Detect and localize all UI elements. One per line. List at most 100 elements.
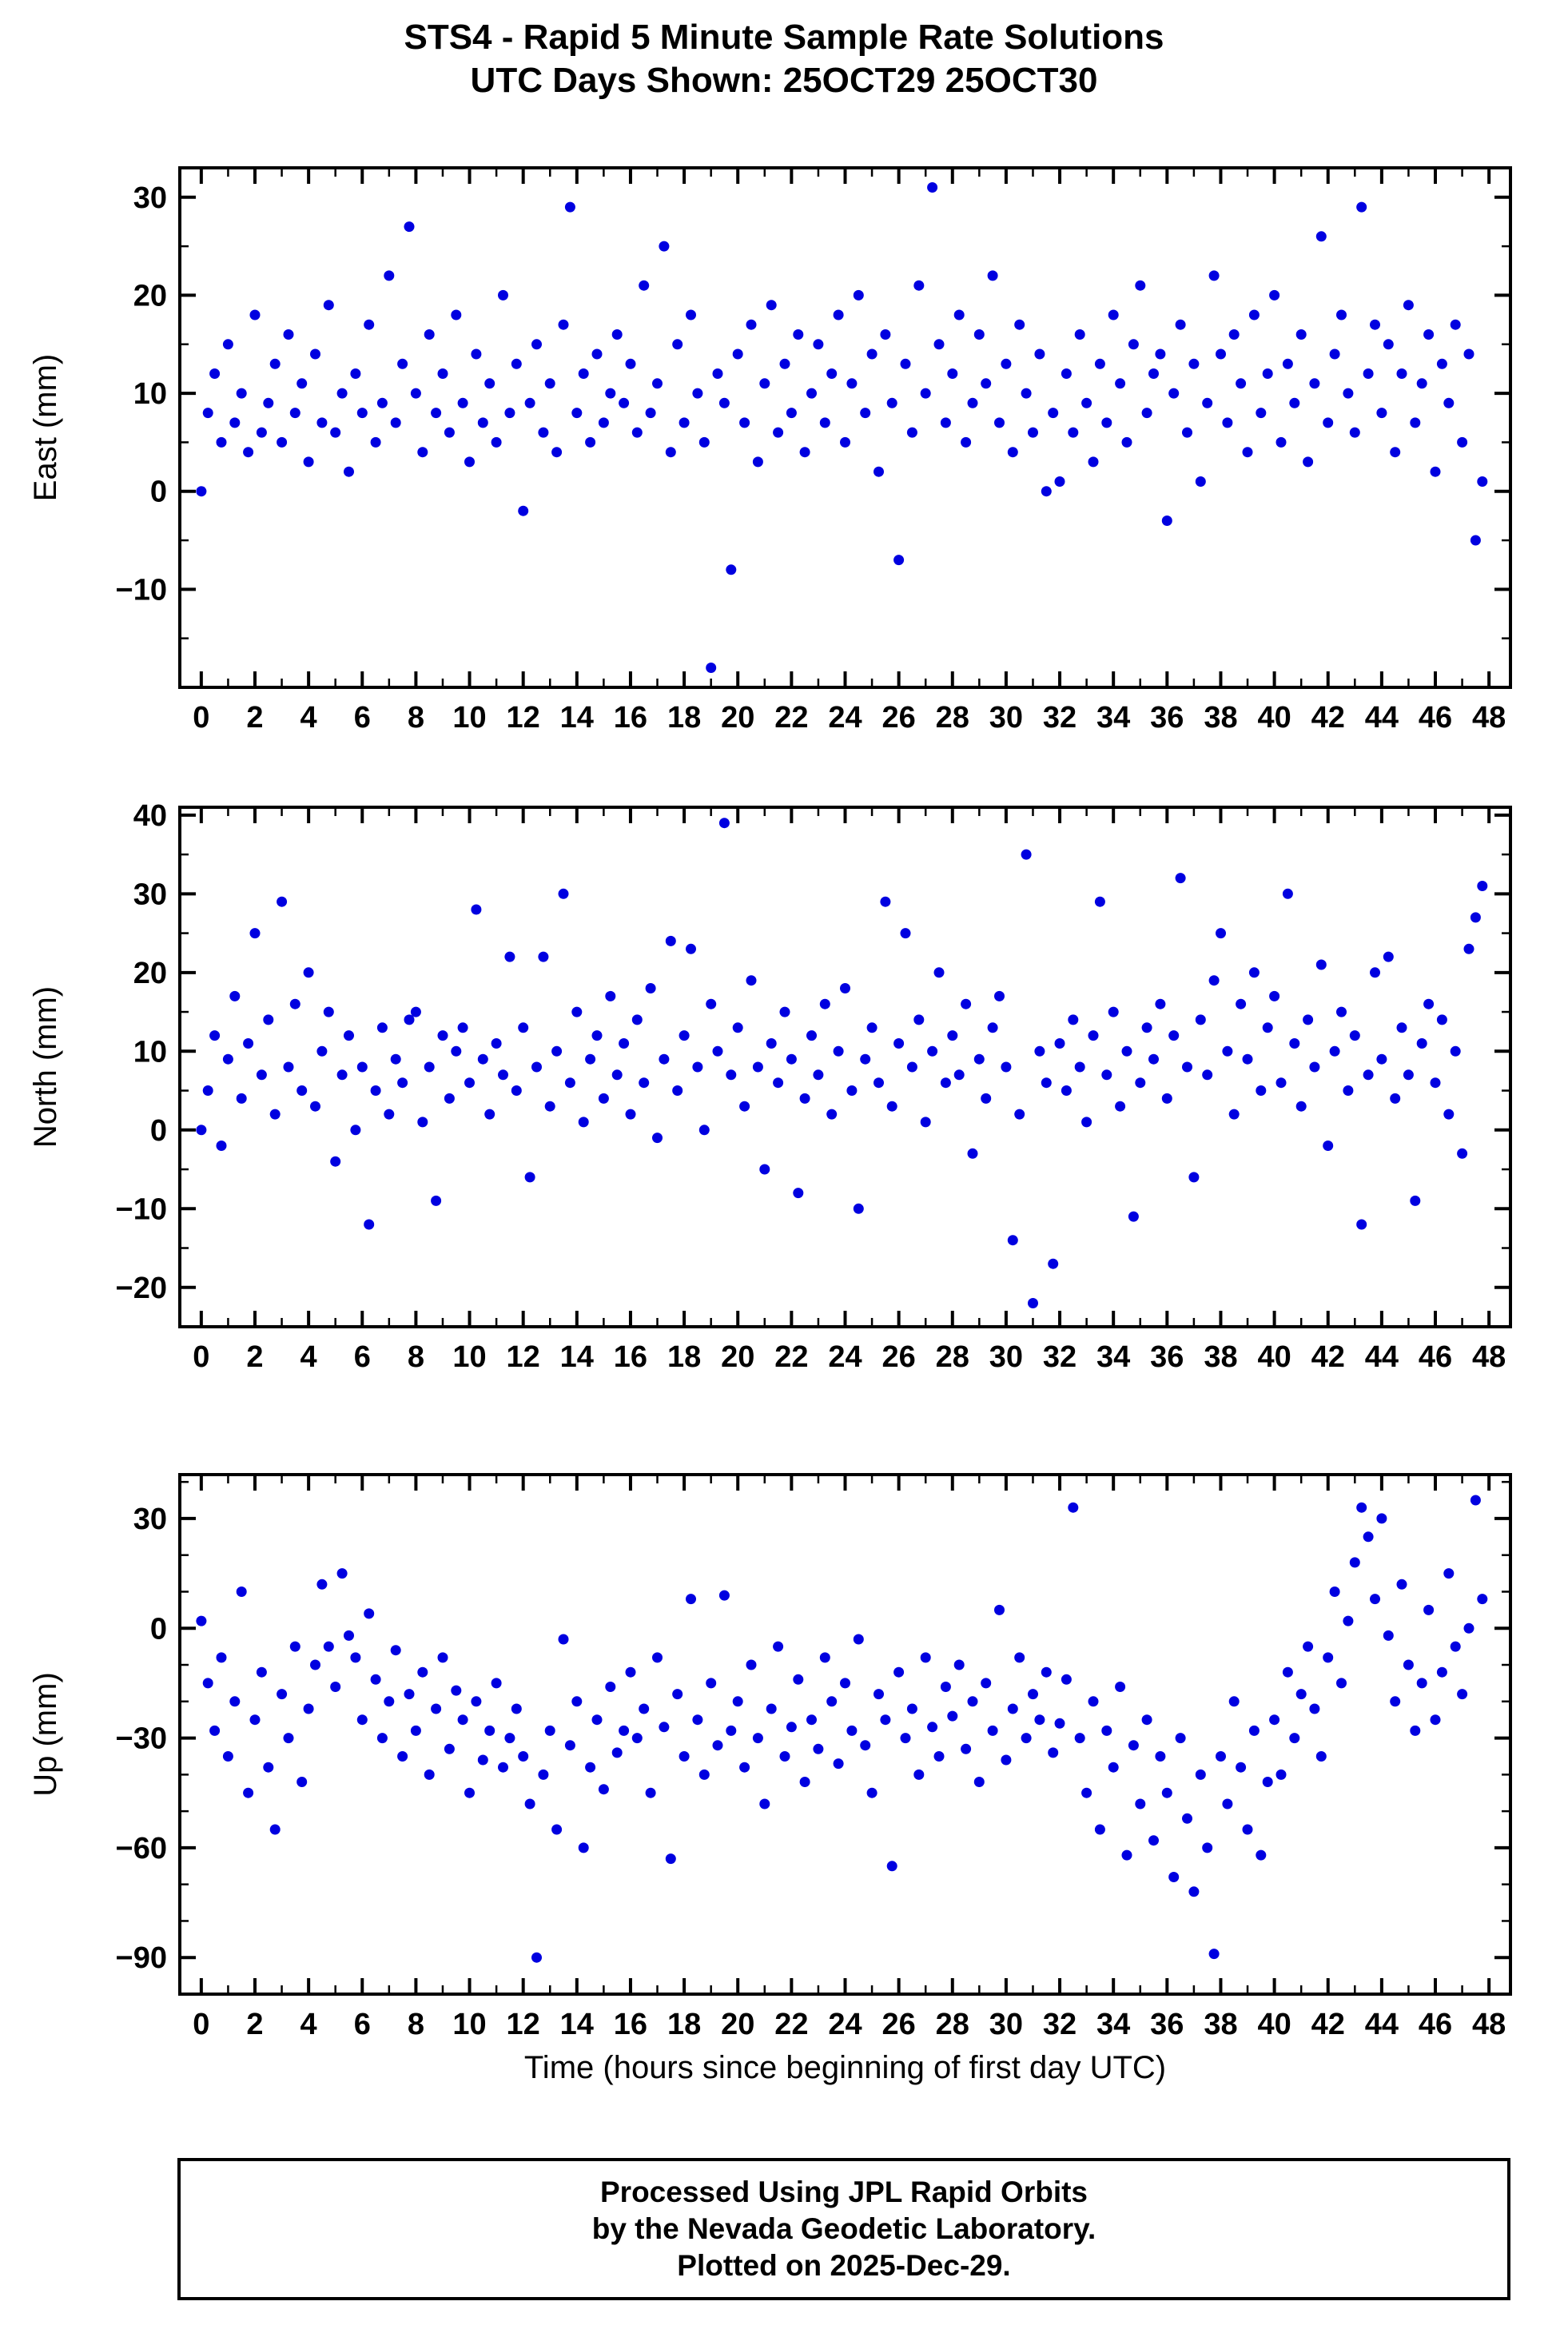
data-point <box>692 1714 703 1726</box>
data-point <box>913 1014 925 1025</box>
scatter-points <box>196 1495 1488 1963</box>
data-point <box>799 1093 810 1104</box>
data-point <box>967 397 978 408</box>
data-point <box>551 1045 563 1057</box>
data-point <box>336 1069 348 1081</box>
data-point <box>906 1703 917 1714</box>
data-point <box>880 329 891 340</box>
data-point <box>491 436 502 448</box>
y-tick-label: 0 <box>150 1612 167 1646</box>
data-point <box>1303 456 1314 468</box>
data-point <box>404 1014 415 1025</box>
data-point <box>350 368 361 379</box>
data-point <box>786 1722 797 1733</box>
data-point <box>1256 1849 1267 1861</box>
data-point <box>712 1045 723 1057</box>
data-point <box>1477 476 1488 487</box>
data-point <box>1463 348 1474 360</box>
x-tick-label: 30 <box>989 1340 1023 1374</box>
data-point <box>417 1666 428 1678</box>
data-point <box>1081 1787 1092 1798</box>
data-point <box>679 417 690 428</box>
data-point <box>444 1093 455 1104</box>
data-point <box>619 1038 630 1049</box>
y-tick-label: 30 <box>133 878 167 911</box>
data-point <box>853 1634 864 1645</box>
data-point <box>1370 1594 1380 1605</box>
data-point <box>1423 329 1435 340</box>
data-point <box>1457 1148 1468 1159</box>
data-point <box>390 417 401 428</box>
data-point <box>1135 280 1146 291</box>
data-point <box>202 408 213 419</box>
data-point <box>1336 1006 1347 1017</box>
data-point <box>953 309 965 320</box>
x-tick-label: 24 <box>828 2008 862 2041</box>
data-point <box>611 329 623 340</box>
x-tick-label: 20 <box>721 2008 754 2041</box>
x-tick-label: 22 <box>774 701 808 735</box>
data-point <box>256 427 267 438</box>
scatter-points <box>196 182 1488 673</box>
x-tick-label: 22 <box>774 1340 808 1374</box>
data-point <box>524 1798 535 1809</box>
data-point <box>1390 447 1401 458</box>
data-point <box>786 408 797 419</box>
y-tick-label: 30 <box>133 181 167 215</box>
data-point <box>920 1652 931 1663</box>
data-point <box>886 1101 897 1112</box>
data-point <box>1349 1557 1360 1568</box>
data-point <box>269 1109 281 1120</box>
data-point <box>1101 1069 1112 1081</box>
data-point <box>1262 368 1273 379</box>
data-point <box>518 505 529 516</box>
data-point <box>953 1069 965 1081</box>
tick-labels: 0 2 4 6 8 10 12 14 16 18 20 22 24 26 28 30 32 34 36 38 40 42 4… <box>116 1503 1506 2041</box>
data-point <box>1403 1659 1414 1670</box>
data-point <box>665 447 676 458</box>
data-point <box>1289 1038 1300 1049</box>
data-point <box>491 1038 502 1049</box>
data-point <box>967 1148 978 1159</box>
data-point <box>356 1714 368 1726</box>
data-point <box>866 1787 878 1798</box>
data-point <box>410 1725 421 1736</box>
x-tick-label: 48 <box>1472 701 1506 735</box>
data-point <box>1041 1666 1052 1678</box>
data-point <box>973 1777 985 1787</box>
data-point <box>672 1085 683 1096</box>
data-point <box>961 436 972 448</box>
x-tick-label: 44 <box>1365 1340 1399 1374</box>
data-point <box>376 1733 388 1744</box>
data-point <box>370 436 381 448</box>
data-point <box>840 1678 850 1689</box>
data-point <box>263 1762 274 1773</box>
data-point <box>1088 456 1099 468</box>
data-point <box>1349 1030 1360 1041</box>
data-point <box>1376 1513 1387 1524</box>
data-point <box>994 990 1005 1001</box>
data-point <box>981 1678 992 1689</box>
data-point <box>558 1634 569 1645</box>
data-point <box>652 1652 663 1663</box>
y-tick-label: 20 <box>133 279 167 313</box>
data-point <box>659 241 670 252</box>
x-tick-label: 28 <box>936 1340 969 1374</box>
data-point <box>236 1587 247 1597</box>
data-point <box>1141 1714 1152 1726</box>
data-point <box>1443 1568 1455 1579</box>
data-point <box>920 1117 931 1128</box>
data-point <box>222 1053 233 1065</box>
data-point <box>1343 1615 1354 1626</box>
data-point <box>1188 1172 1200 1183</box>
data-point <box>531 1061 542 1073</box>
data-point <box>813 1743 824 1754</box>
data-point <box>920 388 931 399</box>
data-point <box>1208 975 1220 986</box>
y-tick-label: 20 <box>133 957 167 990</box>
y-tick-label: −10 <box>116 1192 167 1226</box>
data-point <box>1202 1069 1213 1081</box>
data-point <box>947 1710 958 1722</box>
data-point <box>874 466 884 477</box>
data-point <box>1128 1211 1139 1222</box>
